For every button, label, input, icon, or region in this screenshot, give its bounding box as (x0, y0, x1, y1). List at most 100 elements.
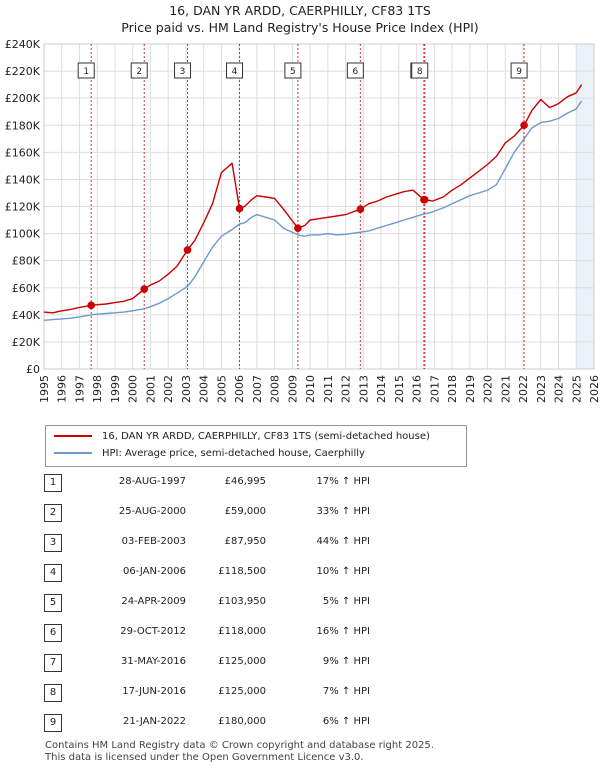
transaction-date: 21-JAN-2022 (122, 716, 186, 727)
transaction-number-badge: 4 (44, 564, 62, 582)
x-tick-label: 2024 (553, 375, 566, 403)
sale-label-number: 6 (352, 67, 358, 77)
table-row: 6 29-OCT-2012 £118,000 16% ↑ HPI (0, 622, 600, 646)
y-tick-label: £240K (5, 38, 41, 51)
x-tick-label: 2015 (393, 375, 406, 403)
transaction-date: 17-JUN-2016 (122, 686, 186, 697)
sale-label-box: 6 (346, 62, 364, 79)
chart-legend: 16, DAN YR ARDD, CAERPHILLY, CF83 1TS (s… (45, 425, 467, 467)
sale-label-number: 1 (83, 67, 89, 77)
x-tick-label: 1995 (38, 375, 51, 403)
transaction-hpi-diff: 44% ↑ HPI (316, 536, 370, 547)
transaction-price: £118,000 (218, 626, 266, 637)
table-row: 2 25-AUG-2000 £59,000 33% ↑ HPI (0, 502, 600, 526)
transaction-hpi-diff: 16% ↑ HPI (316, 626, 370, 637)
transaction-price: £125,000 (218, 656, 266, 667)
x-tick-label: 2012 (340, 375, 353, 403)
sale-point (87, 301, 95, 310)
chart-title-block: 16, DAN YR ARDD, CAERPHILLY, CF83 1TS Pr… (0, 2, 600, 36)
x-tick-label: 1997 (73, 375, 86, 403)
transaction-date: 25-AUG-2000 (118, 506, 186, 517)
transaction-number-badge: 6 (44, 624, 62, 642)
sale-label-box: 9 (510, 62, 528, 79)
transaction-hpi-diff: 7% ↑ HPI (322, 686, 370, 697)
footer-attribution: Contains HM Land Registry data © Crown c… (45, 740, 434, 764)
x-tick-label: 2007 (251, 375, 264, 403)
x-tick-label: 2020 (482, 375, 495, 403)
sale-label-box: 4 (226, 62, 244, 79)
chart-title: 16, DAN YR ARDD, CAERPHILLY, CF83 1TS (169, 3, 431, 18)
y-tick-label: £180K (5, 119, 41, 132)
transaction-price: £87,950 (224, 536, 266, 547)
table-row: 5 24-APR-2009 £103,950 5% ↑ HPI (0, 592, 600, 616)
transaction-price: £59,000 (224, 506, 266, 517)
transaction-price: £103,950 (218, 596, 266, 607)
sale-point (356, 205, 365, 214)
y-tick-label: £40K (12, 309, 41, 322)
sale-label-number: 4 (232, 67, 238, 77)
sale-label-box: 8 (411, 62, 429, 79)
transaction-date: 06-JAN-2006 (122, 566, 186, 577)
transaction-price: £46,995 (224, 476, 266, 487)
sale-label-number: 9 (516, 67, 522, 77)
x-tick-label: 1998 (91, 375, 104, 403)
y-tick-label: £20K (12, 336, 41, 349)
x-tick-label: 2009 (286, 375, 299, 403)
transaction-date: 29-OCT-2012 (120, 626, 186, 637)
table-row: 4 06-JAN-2006 £118,500 10% ↑ HPI (0, 562, 600, 586)
x-tick-label: 2006 (233, 375, 246, 403)
sale-label-number: 8 (417, 67, 423, 77)
sale-label-box: 5 (284, 62, 302, 79)
transaction-hpi-diff: 33% ↑ HPI (316, 506, 370, 517)
table-row: 9 21-JAN-2022 £180,000 6% ↑ HPI (0, 712, 600, 736)
legend-item-price: 16, DAN YR ARDD, CAERPHILLY, CF83 1TS (s… (54, 429, 430, 445)
y-tick-label: £120K (5, 201, 41, 214)
transaction-number-badge: 3 (44, 534, 62, 552)
sale-label-number: 5 (290, 67, 296, 77)
legend-swatch-price (54, 435, 92, 437)
sale-point (420, 195, 429, 204)
footer-line-copyright: Contains HM Land Registry data © Crown c… (45, 740, 434, 751)
sale-label-number: 2 (136, 67, 142, 77)
x-tick-label: 2008 (269, 375, 282, 403)
sale-label-box: 3 (174, 62, 192, 79)
transaction-date: 03-FEB-2003 (121, 536, 186, 547)
x-tick-label: 1996 (56, 375, 69, 403)
transaction-price: £118,500 (218, 566, 266, 577)
sale-point (294, 224, 302, 233)
x-tick-label: 2003 (180, 375, 193, 403)
table-row: 7 31-MAY-2016 £125,000 9% ↑ HPI (0, 652, 600, 676)
transaction-number-badge: 9 (44, 714, 62, 732)
x-tick-label: 2017 (428, 375, 441, 403)
transaction-hpi-diff: 10% ↑ HPI (316, 566, 370, 577)
x-tick-label: 1999 (109, 375, 122, 403)
sale-point (520, 121, 528, 130)
sale-point (235, 204, 244, 213)
sale-label-frame (174, 62, 192, 79)
transaction-number-badge: 5 (44, 594, 62, 612)
sale-label-frame (226, 62, 244, 79)
x-tick-label: 2013 (357, 375, 370, 403)
x-tick-label: 2004 (198, 375, 211, 403)
transaction-number-badge: 1 (44, 474, 62, 492)
x-tick-label: 2011 (322, 375, 335, 403)
table-row: 3 03-FEB-2003 £87,950 44% ↑ HPI (0, 532, 600, 556)
y-tick-label: £100K (5, 228, 41, 241)
transaction-price: £180,000 (218, 716, 266, 727)
transaction-price: £125,000 (218, 686, 266, 697)
transaction-number-badge: 8 (44, 684, 62, 702)
x-tick-label: 2022 (517, 375, 530, 403)
table-row: 1 28-AUG-1997 £46,995 17% ↑ HPI (0, 472, 600, 496)
y-tick-label: £60K (12, 282, 41, 295)
hpi-line (43, 100, 583, 321)
sale-point (140, 285, 149, 293)
y-tick-label: £80K (12, 255, 41, 268)
sale-label-frame (510, 62, 528, 79)
x-tick-label: 2001 (144, 375, 157, 403)
x-tick-label: 2026 (588, 375, 600, 403)
x-tick-label: 2021 (499, 375, 512, 403)
x-tick-label: 2019 (464, 375, 477, 403)
chart-plot: 1995 1996 1997 1998 1999 2000 2001 2002 2003 2004… (5, 38, 600, 403)
legend-label-hpi: HPI: Average price, semi-detached house,… (102, 448, 365, 459)
legend-swatch-hpi (54, 452, 92, 454)
